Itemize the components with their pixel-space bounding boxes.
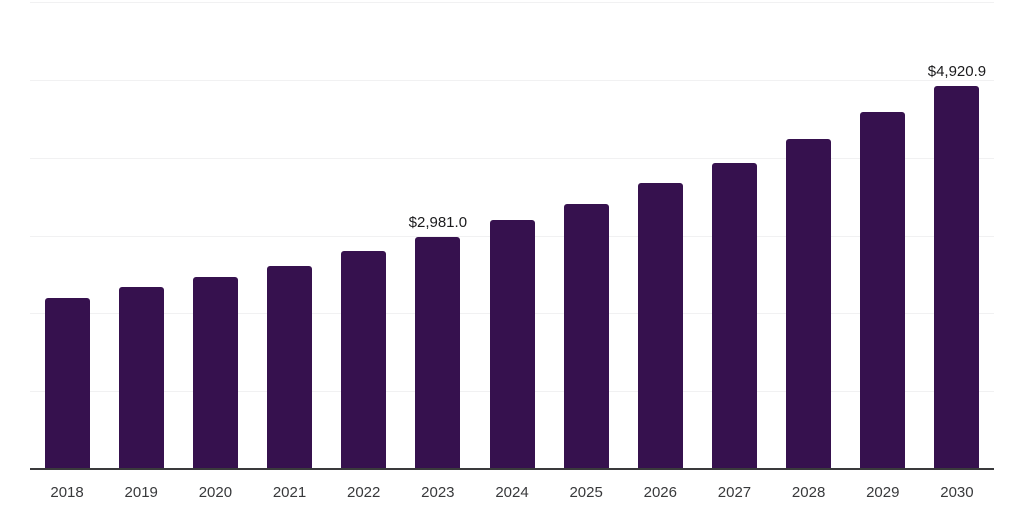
x-tick-2027: 2027 <box>717 484 752 501</box>
bar-2027 <box>711 162 757 469</box>
bar-2025 <box>563 203 609 469</box>
x-tick-2026: 2026 <box>643 484 677 501</box>
bar-2024 <box>489 220 535 469</box>
x-tick-2029: 2029 <box>866 484 900 501</box>
bar-2023 <box>415 236 461 469</box>
bar-2022 <box>341 251 387 469</box>
gridline-6000 <box>30 2 994 3</box>
value-label-2030: $4,920.9 <box>927 63 987 80</box>
x-tick-2023: 2023 <box>421 484 455 501</box>
bar-2026 <box>637 182 683 469</box>
x-axis-tick-labels: 2018 2019 2020 2021 2022 2023 2024 2025 2026 2027… <box>30 484 994 506</box>
x-tick-2030: 2030 <box>940 484 974 501</box>
x-axis-line <box>30 468 994 470</box>
gridline-4000 <box>30 157 994 159</box>
bar-2029 <box>860 112 906 469</box>
bar-2030 <box>934 86 980 469</box>
value-label-2023: $2,981.0 <box>408 213 468 231</box>
bar-2021 <box>267 265 313 469</box>
x-tick-2028: 2028 <box>791 484 826 501</box>
x-tick-2020: 2020 <box>198 484 233 501</box>
bar-2018 <box>44 297 90 469</box>
x-tick-2021: 2021 <box>272 484 307 501</box>
bar-2028 <box>786 139 832 469</box>
x-tick-2018: 2018 <box>50 484 84 501</box>
x-tick-2019: 2019 <box>124 484 158 501</box>
plot-area: $2,981.0 $4,920.9 <box>30 2 994 470</box>
gridline-5000 <box>30 79 994 81</box>
bar-2019 <box>118 287 164 469</box>
bar-2020 <box>192 276 238 469</box>
x-tick-2022: 2022 <box>347 484 381 501</box>
x-tick-2025: 2025 <box>569 484 603 501</box>
x-tick-2024: 2024 <box>495 484 529 501</box>
